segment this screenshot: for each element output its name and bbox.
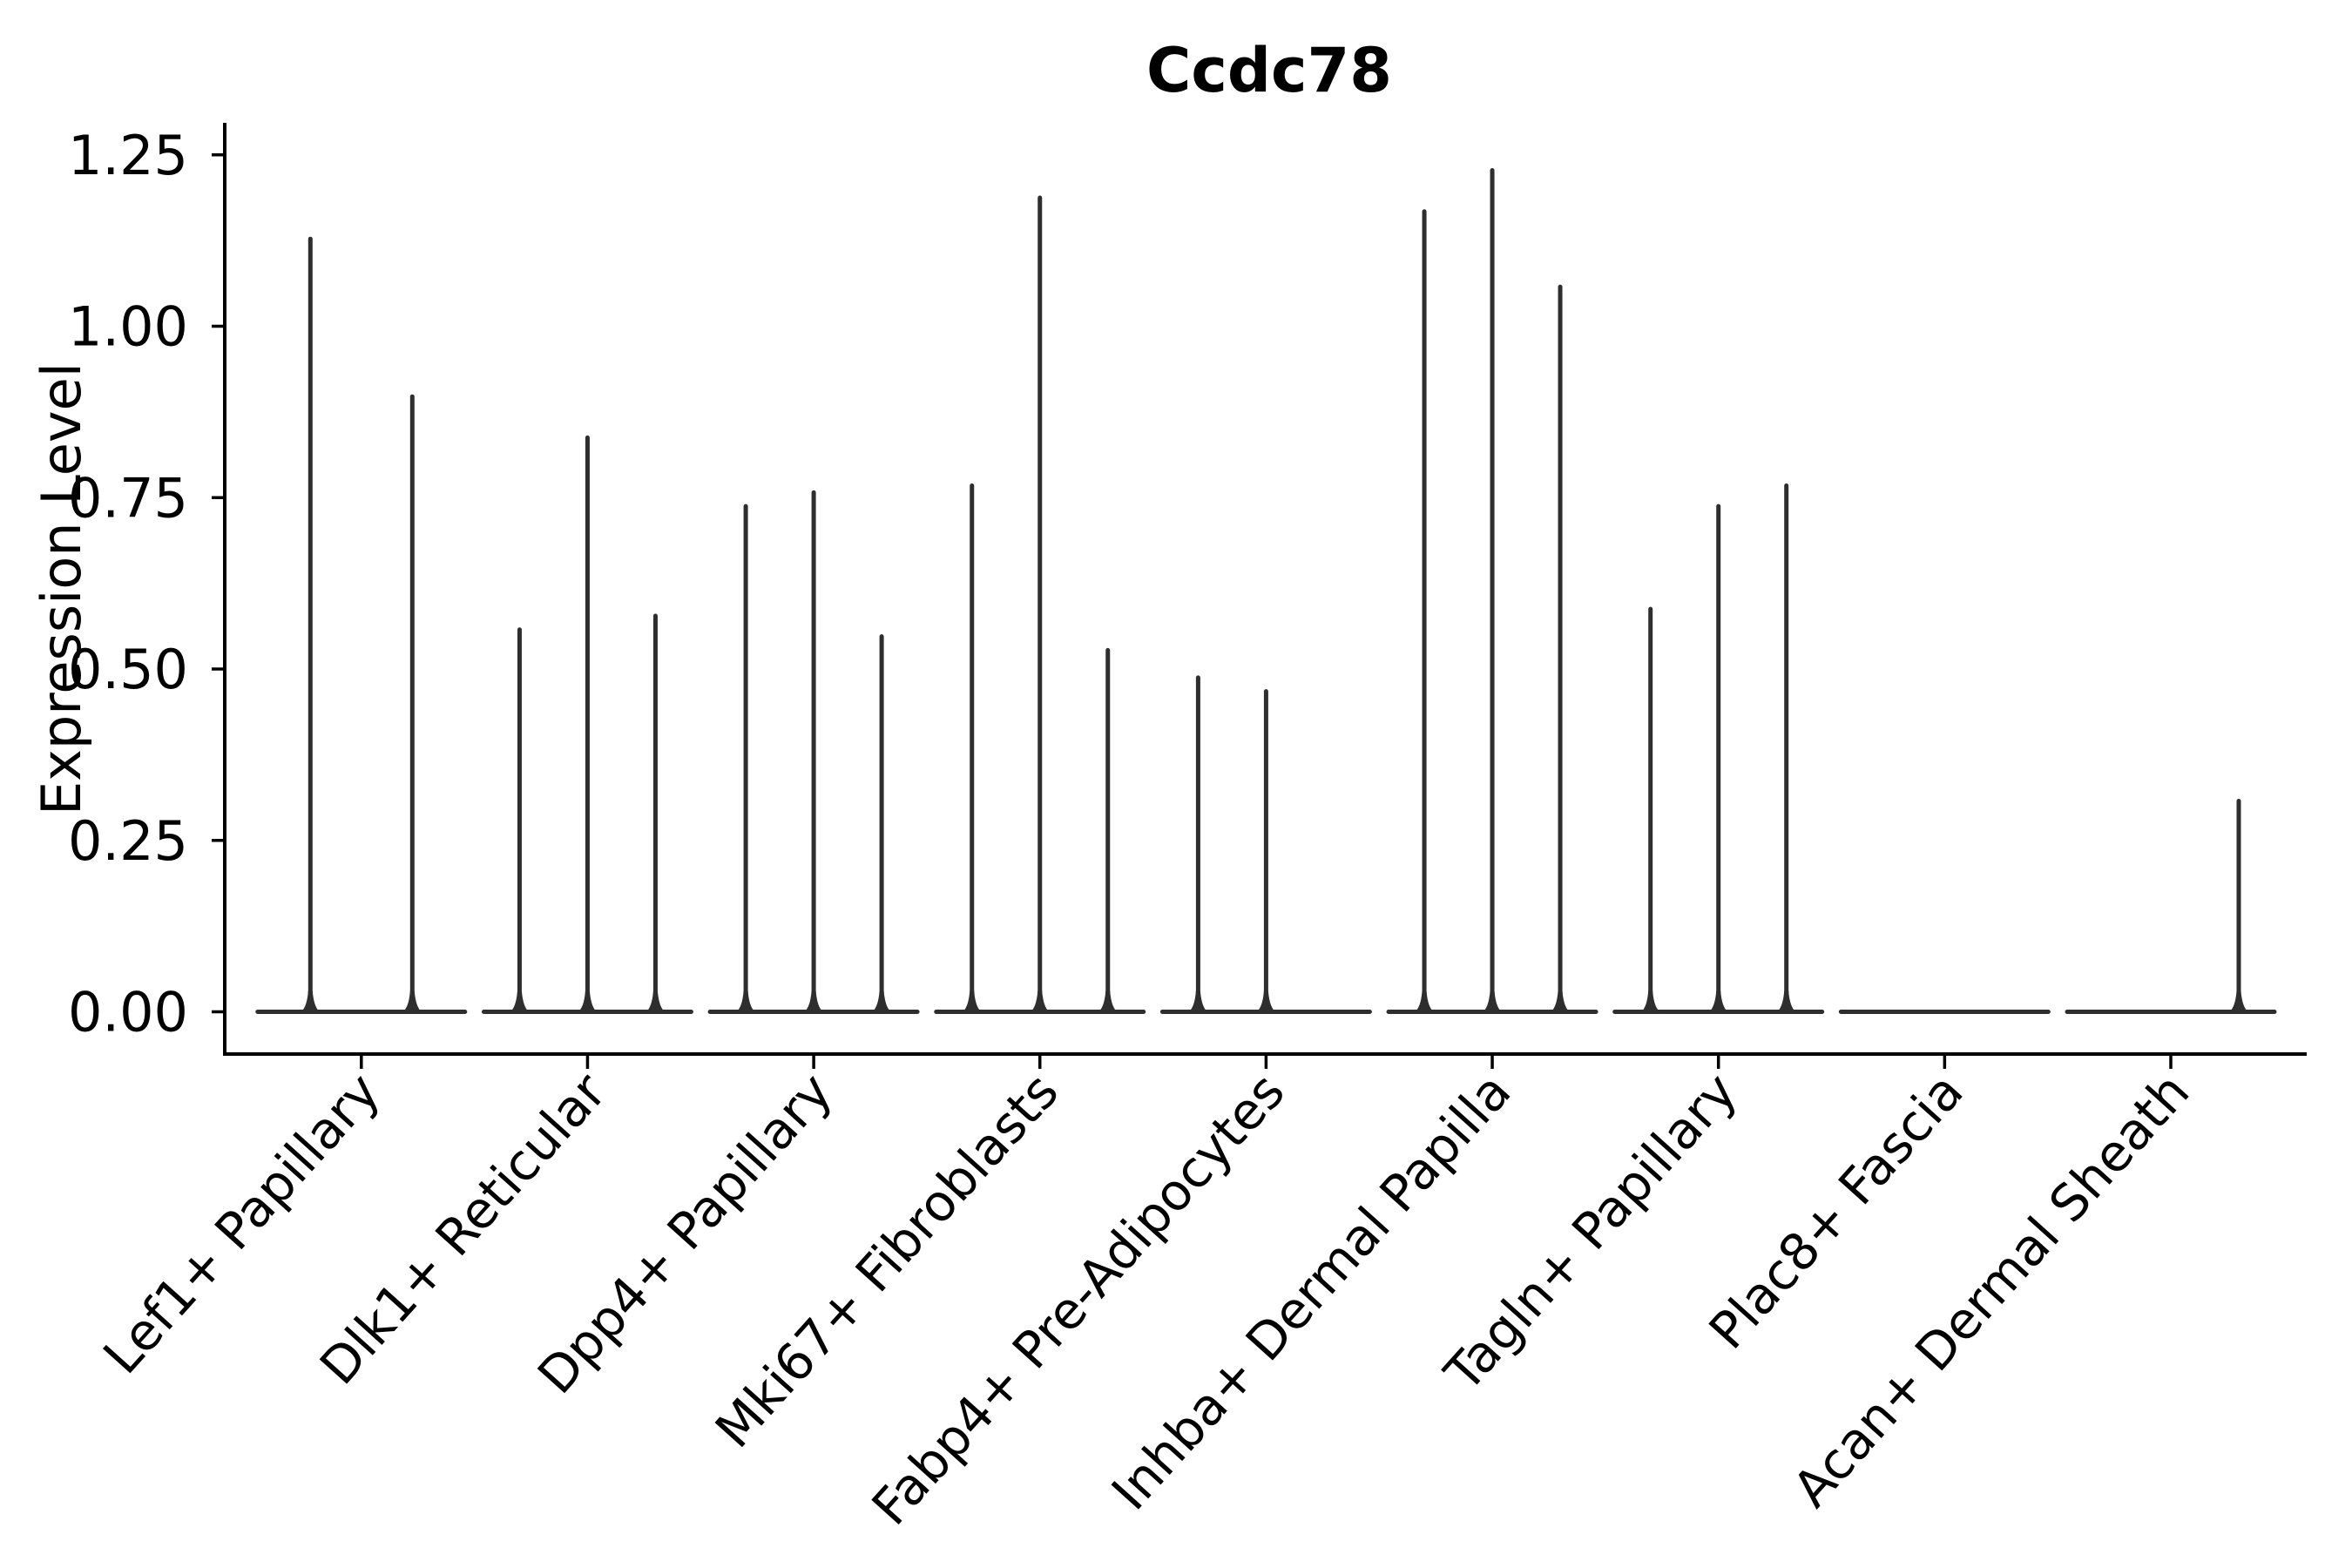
- x-tick-label: Acan+ Dermal Sheath: [1781, 1062, 2200, 1518]
- y-tick-label: 0.50: [68, 638, 188, 701]
- x-tick-label: Inhba+ Dermal Papilla: [1100, 1062, 1522, 1521]
- violin-series: [255, 167, 2277, 1014]
- y-tick-label: 1.25: [68, 124, 188, 187]
- x-tick-label: Fabp4+ Pre-Adipocytes: [861, 1062, 1296, 1537]
- y-tick-label: 1.00: [68, 295, 188, 359]
- chart-title: Ccdc78: [1146, 35, 1392, 106]
- y-axis-ticks: 0.00 0.25 0.50 0.75 1.00 1.25: [68, 124, 225, 1044]
- y-tick-label: 0.00: [68, 981, 188, 1044]
- y-tick-label: 0.25: [68, 809, 188, 873]
- y-tick-label: 0.75: [68, 466, 188, 530]
- y-axis-label: Expression Level: [30, 362, 93, 815]
